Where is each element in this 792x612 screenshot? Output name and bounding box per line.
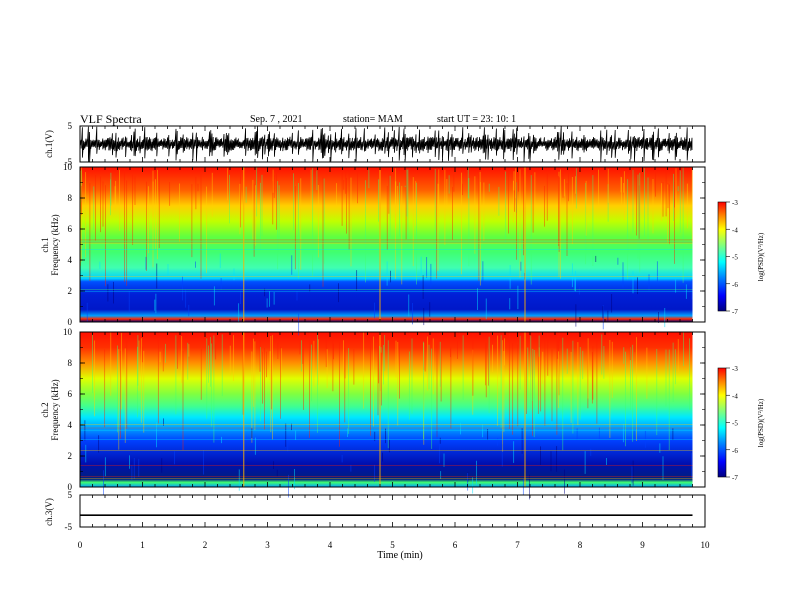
panel3-ytick-label: 10 [63,327,73,337]
ch2-colorbar-label: log(PSD)(V²/Hz) [757,398,765,447]
ch1-colorbar: -3 -4 -5 -6 -7 log(PSD)(V²/Hz) [718,199,765,316]
panel3-ytick-label: 8 [68,358,73,368]
colorbar-tick-label: -4 [732,226,738,234]
colorbar-tick-label: -7 [732,308,738,316]
ch1-waveform-trace [80,126,692,162]
panel2-ytick-label: 4 [68,255,73,265]
panel2-ytick-label: 8 [68,193,73,203]
panel4-ytick-label: -5 [65,522,73,532]
xtick-label: 9 [640,540,645,550]
panel2-ytick-label: 10 [63,162,73,172]
panel3-ytick-label: 6 [68,389,73,399]
colorbar-tick-label: -3 [732,199,738,207]
xtick-label: 4 [328,540,333,550]
ch2-spectrogram-ylabel-line2: Frequency (kHz) [50,379,60,440]
panel3-ytick-label: 4 [68,420,73,430]
ch2-colorbar: -3 -4 -5 -6 -7 log(PSD)(V²/Hz) [718,365,765,482]
ch1-waveform-ylabel: ch.1(V) [44,130,54,158]
ch2-colorbar-gradient [718,368,726,477]
colorbar-tick-label: -6 [732,281,738,289]
panel2-ytick-label: 0 [68,317,73,327]
panel4-ytick-label: 5 [68,490,73,500]
ch2-spectrogram-ylabel-line1: ch.2 [40,402,50,417]
xtick-label: 2 [203,540,208,550]
xtick-label: 7 [515,540,520,550]
xtick-label: 6 [453,540,458,550]
ch1-spectrogram-image [80,167,693,322]
xtick-label: 0 [78,540,83,550]
x-axis-label: Time (min) [377,550,422,561]
xtick-label: 8 [578,540,583,550]
xtick-label: 5 [390,540,395,550]
colorbar-tick-label: -5 [732,420,738,428]
panel2-ytick-label: 6 [68,224,73,234]
xtick-label: 1 [140,540,145,550]
ch1-colorbar-gradient [718,202,726,311]
xtick-label: 3 [265,540,270,550]
colorbar-tick-label: -7 [732,474,738,482]
colorbar-tick-label: -3 [732,365,738,373]
ch3-waveform-ylabel: ch.3(V) [44,498,54,526]
ch1-spectrogram-ylabel-line2: Frequency (kHz) [50,214,60,275]
colorbar-tick-label: -4 [732,392,738,400]
panel2-ytick-label: 2 [68,286,73,296]
colorbar-tick-label: -6 [732,447,738,455]
panel3-ytick-label: 2 [68,451,73,461]
panel1-ytick-label: 5 [68,121,73,131]
ch1-colorbar-label: log(PSD)(V²/Hz) [757,232,765,281]
ch2-spectrogram-image [80,332,693,487]
ch1-spectrogram-ylabel-line1: ch.1 [40,237,50,252]
colorbar-tick-label: -5 [732,254,738,262]
xtick-label: 10 [701,540,711,550]
